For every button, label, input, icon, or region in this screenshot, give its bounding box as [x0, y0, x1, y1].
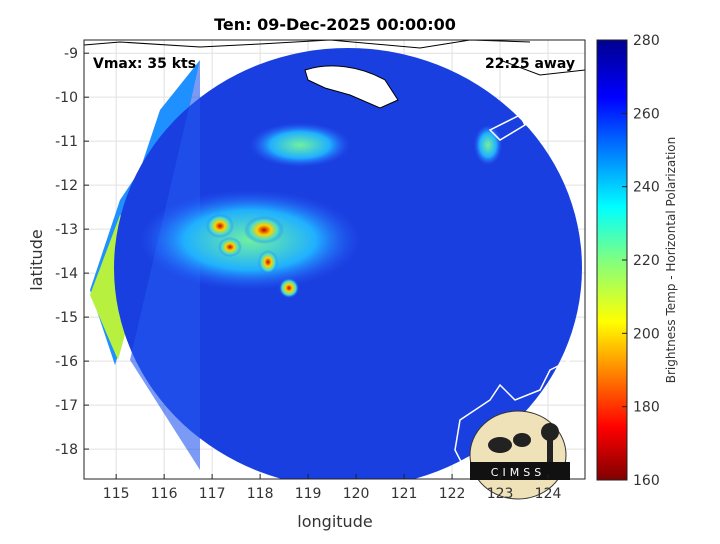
colorbar-ticks: 280 260 240 220 200 180 160 — [622, 33, 660, 489]
coastline-north — [84, 40, 585, 76]
colorbar-tick-label: 200 — [633, 326, 660, 342]
coastline-southeast — [454, 329, 585, 479]
time-away-label: 22:25 away — [485, 56, 575, 72]
colorbar-tick-label: 260 — [633, 106, 660, 122]
y-tick-label: -12 — [55, 178, 78, 194]
convective-core — [206, 214, 234, 238]
x-tick-label: 116 — [151, 486, 178, 502]
convection-area — [140, 190, 360, 290]
chart-title: Ten: 09-Dec-2025 00:00:00 — [214, 15, 456, 34]
y-tick-label: -9 — [64, 46, 78, 62]
cimss-logo: CIMSS — [469, 410, 570, 500]
y-tick-label: -15 — [55, 310, 78, 326]
x-tick-label: 122 — [439, 486, 466, 502]
convective-core — [258, 250, 278, 274]
convective-core — [279, 278, 299, 298]
x-tick-label: 117 — [199, 486, 226, 502]
x-tick-label: 118 — [247, 486, 274, 502]
plot-frame — [83, 39, 586, 480]
logo-text: CIMSS — [491, 466, 545, 479]
convective-core — [218, 237, 242, 257]
x-tick-label: 115 — [103, 486, 130, 502]
y-ticks: -9 -10 -11 -12 -13 -14 -15 -16 -17 -18 — [55, 46, 89, 458]
convection-area — [474, 125, 502, 165]
x-tick-label: 124 — [535, 486, 562, 502]
convection-area — [250, 123, 350, 167]
y-tick-label: -10 — [55, 90, 78, 106]
x-tick-label: 119 — [295, 486, 322, 502]
coastline-island — [304, 65, 399, 109]
x-tick-label: 120 — [343, 486, 370, 502]
y-tick-label: -14 — [55, 266, 78, 282]
y-tick-label: -16 — [55, 354, 78, 370]
y-tick-label: -17 — [55, 398, 78, 414]
y-tick-label: -18 — [55, 442, 78, 458]
y-axis-label: latitude — [27, 229, 46, 290]
x-tick-label: 123 — [487, 486, 514, 502]
colorbar-tick-label: 280 — [633, 33, 660, 49]
colorbar-tick-label: 220 — [633, 253, 660, 269]
x-axis-label: longitude — [297, 512, 372, 531]
x-tick-label: 121 — [391, 486, 418, 502]
convective-core — [244, 216, 284, 244]
y-tick-label: -13 — [55, 222, 78, 238]
swath-disk — [114, 48, 582, 479]
coastline-east — [488, 113, 526, 141]
colorbar-tick-label: 180 — [633, 400, 660, 416]
x-ticks: 115 116 117 118 119 120 121 122 123 124 — [103, 474, 562, 502]
colorbar-label: Brightness Temp - Horizontal Polarizatio… — [664, 137, 678, 384]
colorbar-tick-label: 240 — [633, 180, 660, 196]
colorbar-tick-label: 160 — [633, 473, 660, 489]
vmax-label: Vmax: 35 kts — [93, 56, 196, 72]
y-tick-label: -11 — [55, 134, 78, 150]
